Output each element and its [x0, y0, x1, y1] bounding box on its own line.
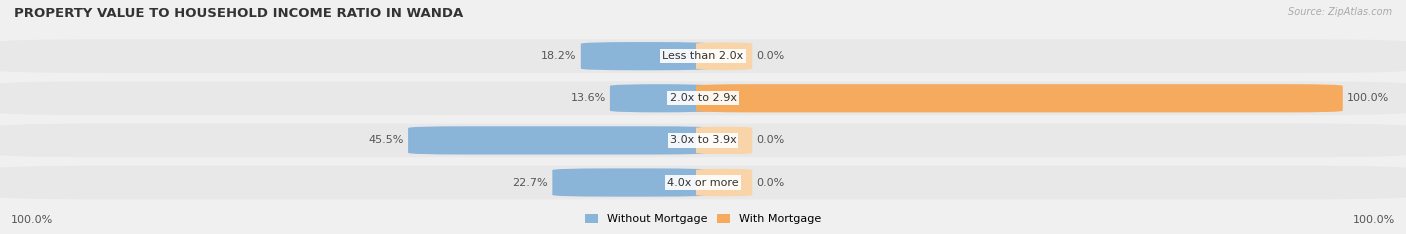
Text: PROPERTY VALUE TO HOUSEHOLD INCOME RATIO IN WANDA: PROPERTY VALUE TO HOUSEHOLD INCOME RATIO…: [14, 7, 464, 20]
Text: 100.0%: 100.0%: [1353, 215, 1395, 225]
Text: 13.6%: 13.6%: [571, 93, 606, 103]
FancyBboxPatch shape: [696, 126, 752, 154]
FancyBboxPatch shape: [610, 84, 710, 112]
FancyBboxPatch shape: [0, 39, 1406, 73]
Text: 2.0x to 2.9x: 2.0x to 2.9x: [669, 93, 737, 103]
Text: 0.0%: 0.0%: [756, 51, 785, 61]
Text: 100.0%: 100.0%: [11, 215, 53, 225]
Text: 4.0x or more: 4.0x or more: [668, 178, 738, 187]
Text: Less than 2.0x: Less than 2.0x: [662, 51, 744, 61]
FancyBboxPatch shape: [408, 126, 710, 154]
FancyBboxPatch shape: [0, 166, 1406, 199]
Text: 45.5%: 45.5%: [368, 135, 404, 145]
FancyBboxPatch shape: [696, 168, 752, 197]
Text: 0.0%: 0.0%: [756, 178, 785, 187]
FancyBboxPatch shape: [0, 81, 1406, 115]
Text: Source: ZipAtlas.com: Source: ZipAtlas.com: [1288, 7, 1392, 17]
FancyBboxPatch shape: [0, 124, 1406, 157]
Text: 22.7%: 22.7%: [513, 178, 548, 187]
FancyBboxPatch shape: [581, 42, 710, 70]
Text: 0.0%: 0.0%: [756, 135, 785, 145]
Text: 18.2%: 18.2%: [541, 51, 576, 61]
Text: 3.0x to 3.9x: 3.0x to 3.9x: [669, 135, 737, 145]
FancyBboxPatch shape: [696, 42, 752, 70]
Legend: Without Mortgage, With Mortgage: Without Mortgage, With Mortgage: [581, 209, 825, 228]
FancyBboxPatch shape: [553, 168, 710, 197]
Text: 100.0%: 100.0%: [1347, 93, 1389, 103]
FancyBboxPatch shape: [696, 84, 1343, 112]
